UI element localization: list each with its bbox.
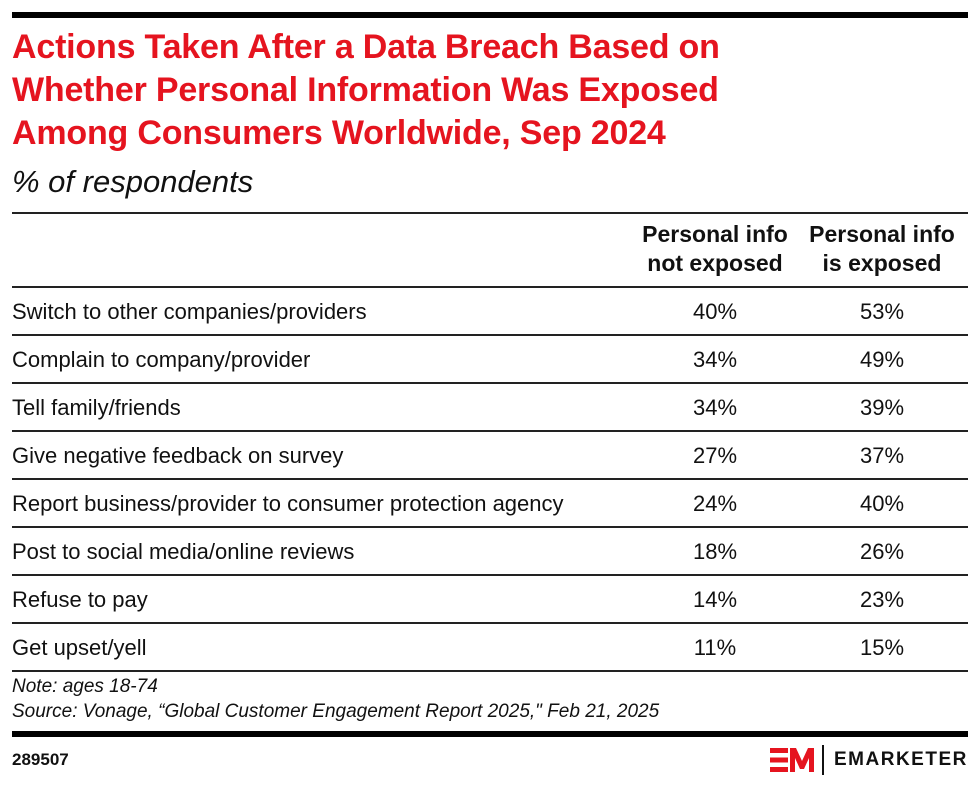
- row-divider: [12, 670, 968, 672]
- value-exposed: 26%: [859, 539, 905, 564]
- chart-subtitle: % of respondents: [12, 164, 254, 199]
- title-line: Actions Taken After a Data Breach Based …: [12, 28, 720, 66]
- value-not-exposed: 24%: [692, 491, 738, 516]
- top-rule: [12, 12, 968, 18]
- row-label: Complain to company/provider: [12, 347, 311, 372]
- table-row: Post to social media/online reviews 18% 26…: [12, 528, 968, 576]
- value-not-exposed: 27%: [692, 443, 738, 468]
- value-not-exposed: 14%: [692, 587, 738, 612]
- chart-id: 289507: [12, 750, 69, 769]
- row-label: Tell family/friends: [12, 395, 181, 420]
- table-row: Refuse to pay 14% 23%: [12, 576, 968, 624]
- value-exposed: 40%: [859, 491, 905, 516]
- row-divider: [12, 622, 968, 624]
- value-exposed: 37%: [859, 443, 905, 468]
- table-row: Switch to other companies/providers 40% 53…: [12, 288, 968, 336]
- row-label: Get upset/yell: [12, 635, 147, 660]
- value-not-exposed: 11%: [693, 635, 737, 660]
- table-row: Complain to company/provider 34% 49%: [12, 336, 968, 384]
- row-label: Switch to other companies/providers: [12, 299, 367, 324]
- value-not-exposed: 34%: [692, 395, 738, 420]
- footer-rule: [12, 731, 968, 737]
- table-row: Get upset/yell 11% 15%: [12, 624, 968, 672]
- column-header-line: is exposed: [822, 250, 942, 276]
- row-divider: [12, 334, 968, 336]
- row-label: Give negative feedback on survey: [12, 443, 344, 468]
- em-logo-icon: [770, 748, 814, 772]
- row-divider: [12, 526, 968, 528]
- brand-wordmark: EMARKETER: [834, 749, 968, 770]
- chart-note: Note: ages 18-74: [12, 676, 158, 697]
- row-divider: [12, 382, 968, 384]
- value-exposed: 49%: [859, 347, 905, 372]
- column-header-line: not exposed: [647, 250, 783, 276]
- row-label: Post to social media/online reviews: [12, 539, 355, 564]
- value-not-exposed: 40%: [692, 299, 738, 324]
- row-label: Report business/provider to consumer pro…: [12, 491, 564, 516]
- column-header-not-exposed: Personal info not exposed: [625, 220, 805, 278]
- header-top-rule: [12, 212, 968, 214]
- row-divider: [12, 478, 968, 480]
- value-not-exposed: 34%: [692, 347, 738, 372]
- row-label: Refuse to pay: [12, 587, 148, 612]
- row-divider: [12, 430, 968, 432]
- value-exposed: 53%: [859, 299, 905, 324]
- table-row: Tell family/friends 34% 39%: [12, 384, 968, 432]
- value-exposed: 15%: [859, 635, 905, 660]
- title-line: Among Consumers Worldwide, Sep 2024: [12, 114, 666, 152]
- emarketer-logo: EMARKETER: [770, 744, 968, 776]
- title-line: Whether Personal Information Was Exposed: [12, 71, 719, 109]
- column-header-line: Personal info: [642, 221, 788, 247]
- header-bottom-rule: [12, 286, 968, 288]
- column-header-line: Personal info: [809, 221, 955, 247]
- column-header-exposed: Personal info is exposed: [792, 220, 972, 278]
- value-not-exposed: 18%: [692, 539, 738, 564]
- table-row: Give negative feedback on survey 27% 37%: [12, 432, 968, 480]
- value-exposed: 39%: [859, 395, 905, 420]
- logo-divider: [822, 745, 824, 775]
- value-exposed: 23%: [859, 587, 905, 612]
- row-divider: [12, 574, 968, 576]
- chart-source: Source: Vonage, “Global Customer Engagem…: [12, 701, 660, 722]
- table-row: Report business/provider to consumer pro…: [12, 480, 968, 528]
- chart-title: Actions Taken After a Data Breach Based …: [12, 26, 952, 155]
